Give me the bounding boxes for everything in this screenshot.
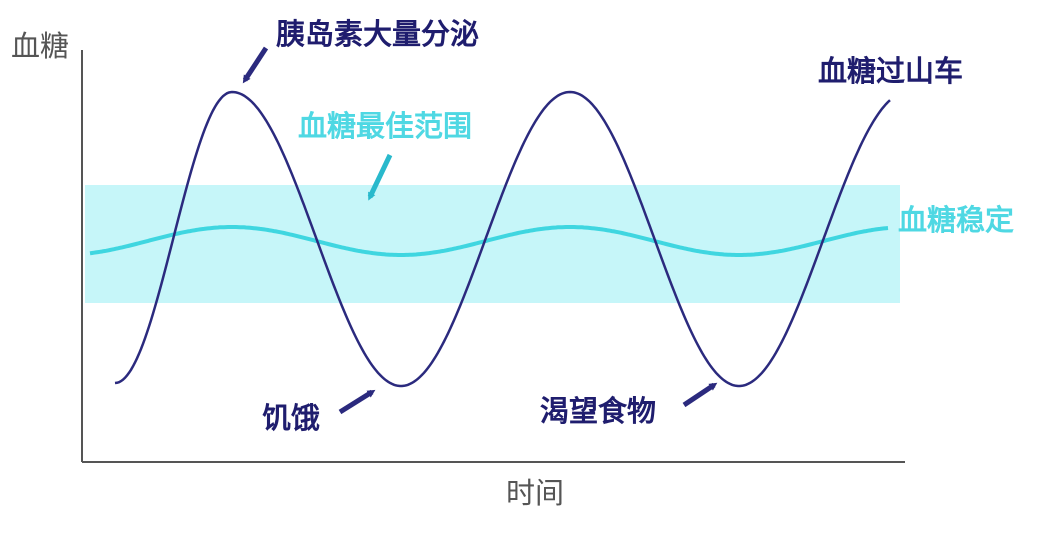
- roller-coaster-curve: [114, 90, 891, 388]
- arrow: [338, 389, 376, 415]
- x-axis-label: 时间: [506, 476, 564, 510]
- stable-curve: [89, 225, 889, 257]
- annotation: 饥饿: [262, 401, 320, 435]
- arrow: [367, 153, 393, 201]
- annotation: 渴望食物: [540, 394, 656, 428]
- annotation: 血糖过山车: [818, 54, 963, 88]
- annotation: 血糖稳定: [898, 203, 1014, 237]
- arrow: [682, 382, 718, 408]
- annotation: 胰岛素大量分泌: [276, 17, 479, 51]
- y-axis-label: 血糖: [11, 29, 69, 63]
- annotation: 血糖最佳范围: [298, 109, 472, 143]
- arrow: [242, 46, 269, 84]
- optimal-band: [85, 185, 900, 303]
